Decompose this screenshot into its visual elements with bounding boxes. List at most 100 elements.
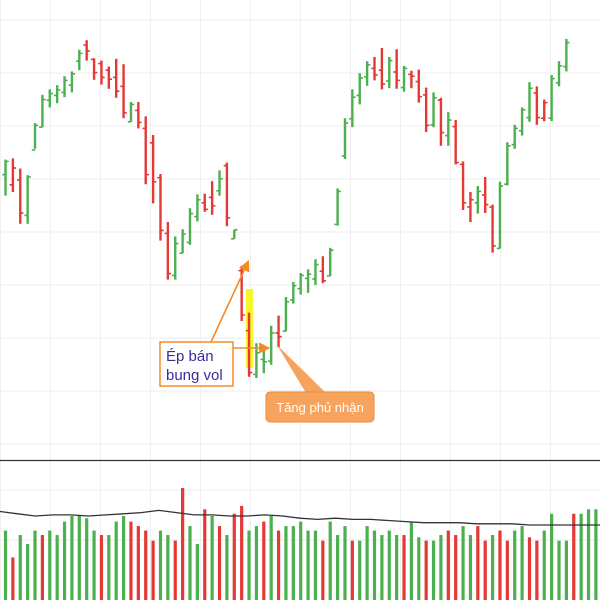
- volume-bar-45: [336, 535, 340, 600]
- callout-text: Tăng phủ nhận: [276, 400, 363, 415]
- volume-bar-36: [269, 516, 273, 600]
- price-bar-58: [430, 92, 437, 128]
- volume-bar-41: [306, 530, 310, 600]
- price-bar-38: [282, 297, 290, 333]
- volume-bar-55: [409, 521, 413, 600]
- price-bars: [2, 39, 570, 378]
- volume-bar-77: [572, 513, 576, 600]
- volume-bar-15: [114, 521, 118, 600]
- price-bar-68: [504, 142, 511, 186]
- price-bar-53: [393, 49, 400, 89]
- price-bar-3: [24, 175, 31, 224]
- callout-tail: [277, 345, 326, 393]
- volume-bar-43: [321, 540, 325, 600]
- volume-bar-23: [173, 540, 177, 600]
- volume-bar-56: [417, 537, 421, 600]
- volume-bar-29: [217, 526, 222, 600]
- price-bar-2: [17, 168, 24, 224]
- volume-bar-2: [18, 535, 22, 600]
- volume-bar-57: [424, 540, 428, 600]
- price-bar-13: [98, 60, 105, 85]
- annotation-box: Ép bán bung vol: [159, 341, 234, 387]
- price-bar-11: [83, 40, 90, 61]
- volume-bar-21: [158, 530, 163, 600]
- annotation-callout: Tăng phủ nhận: [265, 345, 375, 423]
- price-bar-66: [489, 204, 496, 253]
- price-bar-1: [9, 158, 17, 192]
- volume-bar-14: [107, 535, 111, 600]
- volume-bar-22: [166, 535, 170, 600]
- volume-bar-13: [99, 535, 104, 600]
- volume-bar-58: [431, 540, 436, 600]
- price-bar-71: [526, 82, 533, 122]
- annotation-box-line-2: bung vol: [166, 367, 223, 384]
- price-bar-4: [31, 123, 39, 151]
- volume-bar-67: [498, 530, 502, 600]
- volume-bar-49: [365, 526, 369, 600]
- price-bar-17: [127, 102, 135, 123]
- volume-bar-78: [579, 513, 583, 600]
- price-bar-8: [61, 76, 68, 98]
- price-bar-56: [415, 69, 422, 103]
- volume-bar-64: [476, 526, 480, 600]
- price-bar-10: [76, 49, 83, 71]
- volume-bar-60: [446, 530, 450, 600]
- volume-bar-46: [343, 526, 347, 600]
- volume-bar-11: [85, 518, 89, 600]
- volume-bar-38: [284, 526, 288, 600]
- price-bar-33: [245, 312, 253, 377]
- volume-bar-25: [188, 526, 192, 600]
- price-bar-61: [452, 120, 459, 165]
- volume-bar-75: [557, 540, 561, 600]
- price-bar-25: [186, 208, 194, 245]
- price-bar-39: [290, 282, 297, 304]
- price-bar-28: [208, 181, 216, 215]
- volume-bar-26: [195, 544, 199, 600]
- volume-bar-70: [520, 526, 524, 600]
- volume-bar-42: [313, 530, 318, 600]
- price-bar-29: [216, 170, 223, 196]
- volume-bar-50: [372, 530, 377, 600]
- volume-bar-68: [505, 540, 509, 600]
- volume-bar-48: [358, 540, 362, 600]
- price-bar-45: [334, 188, 341, 226]
- volume-bar-53: [395, 535, 399, 600]
- volume-bar-34: [254, 526, 259, 600]
- volume-bar-8: [62, 521, 67, 600]
- price-bar-20: [149, 135, 157, 204]
- volume-bar-61: [454, 535, 458, 600]
- volume-bar-35: [262, 521, 266, 600]
- volume-bar-20: [151, 540, 155, 600]
- volume-bar-65: [483, 540, 487, 600]
- price-bar-69: [511, 124, 518, 149]
- price-bar-52: [386, 57, 393, 89]
- price-bar-65: [482, 177, 489, 213]
- price-bar-46: [341, 118, 349, 159]
- volume-bar-12: [92, 530, 96, 600]
- price-bar-42: [312, 259, 319, 285]
- price-bar-63: [467, 192, 474, 222]
- price-bar-0: [2, 159, 9, 196]
- price-bar-9: [68, 71, 76, 93]
- price-bar-5: [39, 94, 46, 128]
- price-bar-75: [555, 61, 563, 87]
- price-bar-64: [474, 186, 482, 214]
- price-bar-74: [548, 75, 555, 122]
- price-bar-48: [356, 73, 363, 105]
- volume-bar-39: [291, 526, 295, 600]
- price-bar-59: [437, 97, 445, 146]
- annotation-arrows: [210, 259, 271, 354]
- price-bar-41: [304, 269, 312, 293]
- price-bar-72: [533, 86, 541, 125]
- price-bar-50: [371, 57, 378, 81]
- volume-bar-33: [247, 530, 251, 600]
- volume-bar-30: [225, 535, 229, 600]
- volume-bar-66: [490, 535, 495, 600]
- price-bar-49: [363, 61, 371, 86]
- price-bar-16: [120, 64, 127, 119]
- price-bar-24: [179, 229, 186, 254]
- price-bar-30: [223, 162, 231, 227]
- price-bar-40: [297, 273, 304, 295]
- volume-bars: [3, 488, 598, 600]
- volume-bar-18: [136, 526, 140, 600]
